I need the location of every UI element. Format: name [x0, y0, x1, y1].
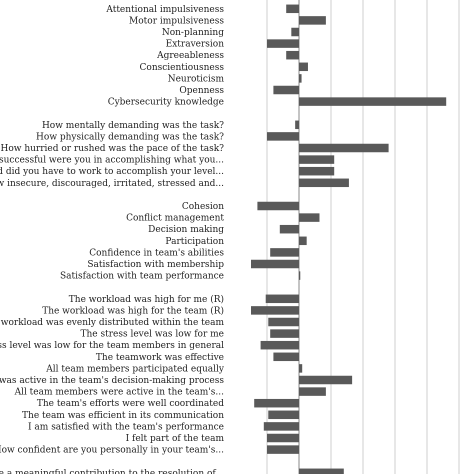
category-label-g3-r4: The stress level was low for the team me… — [0, 341, 224, 351]
bar-g2-r2 — [279, 224, 299, 234]
category-label-g3-r5: The teamwork was effective — [96, 353, 224, 363]
category-label-g3-r8: All team members were active in the team… — [14, 388, 225, 398]
bar-g0-r4 — [286, 50, 299, 60]
bar-g4-r0 — [299, 468, 344, 474]
category-label-g0-r2: Non-planning — [162, 28, 224, 38]
bar-g2-r0 — [257, 201, 299, 211]
bar-g3-r12 — [267, 433, 299, 443]
bar-g2-r3 — [299, 236, 307, 246]
category-label-g0-r3: Extraversion — [166, 40, 225, 50]
bar-g3-r13 — [267, 445, 299, 454]
bar-g2-r5 — [251, 259, 299, 269]
bar-g3-r7 — [299, 375, 353, 385]
bar-g0-r7 — [273, 85, 299, 95]
category-label-g3-r2: The workload was evenly distributed with… — [0, 318, 224, 328]
category-label-g2-r6: Satisfaction with team performance — [60, 272, 224, 282]
bar-g3-r9 — [254, 398, 299, 408]
bar-g3-r0 — [265, 294, 299, 304]
category-label-g3-r6: All team members participated equally — [45, 364, 225, 374]
category-label-g1-r3: How successful were you in accomplishing… — [0, 156, 224, 166]
bar-g0-r5 — [299, 62, 308, 72]
category-label-g1-r5: How insecure, discouraged, irritated, st… — [0, 179, 224, 189]
category-label-g2-r5: Satisfaction with membership — [87, 260, 224, 270]
bars — [251, 4, 447, 474]
bar-g3-r10 — [268, 410, 299, 420]
category-label-g2-r1: Conflict management — [126, 214, 224, 224]
category-label-g0-r4: Agreeableness — [156, 51, 224, 61]
category-label-g3-r0: The workload was high for me (R) — [69, 294, 224, 305]
bar-g3-r6 — [299, 364, 303, 373]
category-label-g0-r6: Neuroticism — [168, 74, 225, 84]
category-label-g3-r11: I am satisfied with the team's performan… — [28, 422, 224, 432]
bar-g1-r1 — [267, 132, 299, 141]
category-label-g4-r0: I believe I made a meaningful contributi… — [0, 469, 224, 474]
bar-g2-r1 — [299, 213, 320, 222]
bar-g1-r5 — [299, 178, 349, 188]
category-label-g3-r3: The stress level was low for me — [81, 330, 225, 340]
category-label-g0-r7: Openness — [179, 86, 224, 96]
category-label-g3-r7: I was active in the team's decision-maki… — [0, 376, 224, 386]
bar-g3-r2 — [268, 317, 299, 327]
bar-g1-r2 — [299, 143, 389, 153]
bar-g3-r1 — [251, 306, 299, 315]
bar-g0-r2 — [291, 27, 299, 37]
category-label-g1-r0: How mentally demanding was the task? — [42, 121, 224, 131]
category-label-g1-r2: How hurried or rushed was the pace of th… — [1, 144, 225, 154]
category-label-g2-r3: Participation — [165, 237, 224, 247]
bar-g0-r0 — [286, 4, 299, 14]
category-label-g0-r5: Conscientiousness — [140, 63, 225, 73]
bar-g3-r5 — [273, 352, 299, 362]
category-label-g3-r13: How confident are you personally in your… — [0, 446, 224, 456]
category-label-g0-r8: Cybersecurity knowledge — [108, 98, 224, 108]
category-label-g2-r0: Cohesion — [182, 202, 224, 212]
category-label-g2-r2: Decision making — [148, 225, 224, 235]
bar-g1-r4 — [299, 166, 335, 176]
bar-g0-r8 — [299, 97, 447, 106]
bar-g3-r11 — [263, 422, 299, 431]
bar-g2-r4 — [270, 248, 299, 257]
category-label-g2-r4: Confidence in team's abilities — [89, 248, 224, 258]
bar-g0-r6 — [299, 74, 302, 83]
category-label-g3-r9: The team's efforts were well coordinated — [37, 399, 224, 409]
category-label-g1-r1: How physically demanding was the task? — [36, 132, 224, 142]
category-label-g3-r1: The workload was high for the team (R) — [42, 305, 224, 316]
bar-g1-r0 — [295, 120, 299, 130]
bar-g2-r6 — [299, 271, 301, 280]
category-label-g0-r0: Attentional impulsiveness — [105, 5, 224, 15]
bar-g0-r1 — [299, 16, 326, 25]
category-label-g1-r4: How hard did you have to work to accompl… — [0, 167, 224, 177]
category-label-g3-r10: The team was efficient in its communicat… — [22, 411, 224, 421]
bar-g3-r4 — [260, 340, 299, 350]
bar-g3-r3 — [270, 329, 299, 338]
category-label-g3-r12: I felt part of the team — [126, 434, 225, 444]
category-label-g0-r1: Motor impulsiveness — [129, 16, 224, 26]
bar-g3-r8 — [299, 387, 326, 396]
bar-g1-r3 — [299, 155, 335, 164]
bar-g0-r3 — [267, 39, 299, 48]
